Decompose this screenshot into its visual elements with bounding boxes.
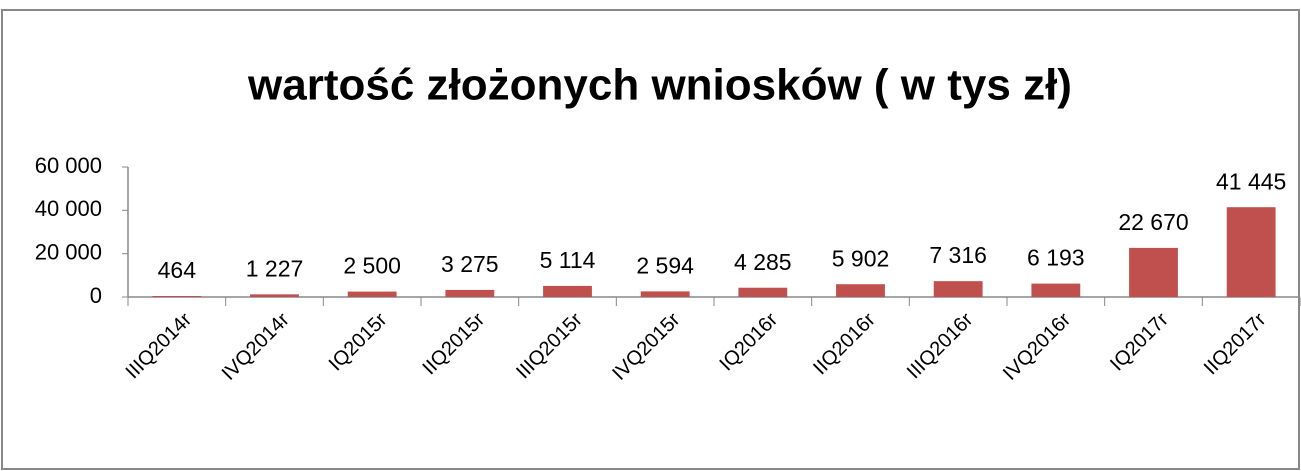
bar bbox=[1031, 283, 1081, 297]
chart-frame bbox=[1, 9, 1300, 470]
value-label: 2 594 bbox=[636, 252, 694, 278]
value-label: 6 193 bbox=[1027, 245, 1085, 271]
value-label: 2 500 bbox=[343, 253, 401, 279]
bar bbox=[543, 285, 592, 297]
bar bbox=[738, 287, 788, 297]
value-label: 3 275 bbox=[441, 251, 499, 277]
bar bbox=[250, 294, 299, 297]
chart-title: wartość złożonych wniosków ( w tys zł) bbox=[247, 61, 1072, 110]
y-tick-label: 20 000 bbox=[35, 239, 102, 264]
value-label: 22 670 bbox=[1118, 209, 1188, 235]
value-label: 1 227 bbox=[246, 255, 304, 281]
value-label: 464 bbox=[158, 257, 197, 283]
bar bbox=[1226, 207, 1276, 297]
value-label: 4 285 bbox=[734, 249, 792, 275]
value-label: 41 445 bbox=[1216, 168, 1286, 194]
y-tick-label: 60 000 bbox=[35, 153, 102, 178]
bar bbox=[836, 284, 885, 297]
bar bbox=[445, 289, 495, 297]
bar bbox=[152, 295, 202, 297]
bar bbox=[347, 291, 397, 297]
bar bbox=[1129, 247, 1178, 297]
bar bbox=[933, 281, 983, 297]
value-label: 5 902 bbox=[832, 245, 890, 271]
value-label: 7 316 bbox=[929, 242, 987, 268]
y-tick-label: 0 bbox=[90, 283, 102, 308]
bar bbox=[640, 291, 690, 297]
y-tick-label: 40 000 bbox=[35, 196, 102, 221]
value-label: 5 114 bbox=[540, 247, 596, 273]
